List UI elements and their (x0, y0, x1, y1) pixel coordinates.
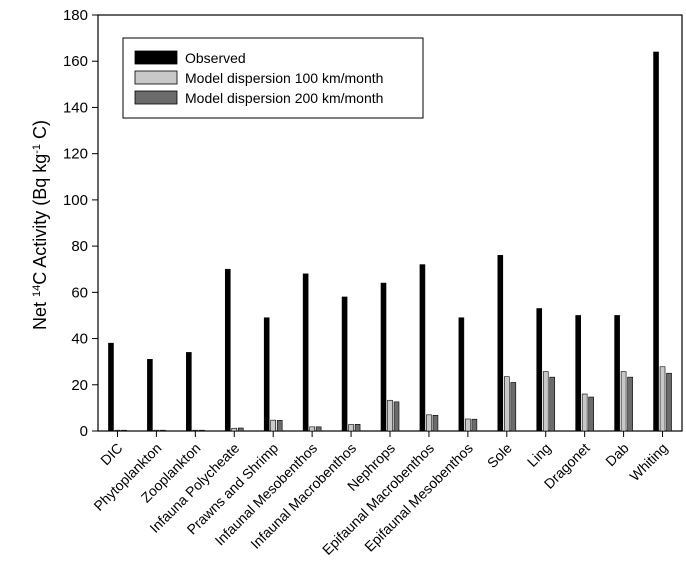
bar-model-200 (588, 396, 594, 432)
bar-model-100 (465, 418, 471, 432)
bar-observed (536, 308, 543, 432)
x-tick-label: Sole (484, 440, 515, 471)
ylabel-sup2: -1 (31, 144, 43, 154)
bar-model-200 (276, 420, 283, 432)
bars (108, 51, 672, 432)
y-axis: 0 20 40 60 80 100 120 140 160 180 (63, 7, 98, 440)
bar-model-200 (471, 418, 478, 432)
y-axis-label: Net 14C Activity (Bq kg-1 C) (30, 120, 50, 330)
bar-model-100 (231, 427, 238, 432)
bar-observed (575, 315, 581, 432)
bar-model-200 (549, 376, 556, 432)
y-tick-label: 160 (63, 53, 88, 70)
ylabel-prefix: Net (30, 297, 50, 330)
bar-model-100 (620, 371, 627, 432)
ylabel-suffix: C) (30, 120, 50, 144)
bar-observed (263, 317, 270, 432)
bar-model-100 (659, 366, 666, 432)
y-tick-label: 60 (71, 284, 88, 301)
x-tick-label: DIC (97, 440, 125, 468)
x-tick-label: Phytoplankton (90, 440, 164, 514)
legend-label: Model dispersion 200 km/month (185, 90, 383, 106)
bar-model-100 (387, 399, 393, 432)
bar-model-100 (503, 376, 510, 432)
y-tick-label: 180 (63, 7, 88, 24)
bar-observed (458, 317, 465, 432)
legend-swatch (134, 50, 178, 65)
bar-observed (419, 264, 426, 432)
legend-label: Model dispersion 100 km/month (185, 70, 383, 86)
bar-observed (653, 51, 659, 432)
bar-model-200 (510, 382, 517, 432)
bar-observed (380, 282, 387, 432)
y-tick-label: 40 (71, 331, 88, 348)
bar-model-100 (270, 419, 277, 432)
x-tick-label: Whiting (626, 440, 670, 484)
y-tick-label: 20 (71, 377, 88, 394)
bar-model-200 (393, 401, 400, 432)
x-tick-label: Ling (524, 440, 554, 470)
bar-model-100 (114, 429, 121, 432)
bar-observed (108, 342, 114, 432)
bar-model-200 (199, 429, 205, 432)
y-tick-label: 140 (63, 99, 88, 116)
bar-observed (147, 359, 153, 432)
bar-model-200 (315, 426, 322, 432)
bar-observed (614, 315, 620, 432)
legend: Observed Model dispersion 100 km/month Mod… (122, 37, 424, 119)
bar-observed (224, 268, 231, 432)
bar-model-100 (309, 426, 315, 432)
legend-swatch (134, 70, 178, 85)
legend-label: Observed (185, 50, 246, 66)
ylabel-sup1: 14 (31, 285, 43, 297)
bar-model-200 (666, 372, 672, 432)
y-tick-label: 0 (80, 423, 88, 440)
bar-model-100 (348, 424, 354, 432)
bar-model-200 (121, 429, 127, 432)
bar-model-200 (237, 427, 244, 432)
bar-observed (302, 273, 309, 432)
bar-model-100 (542, 371, 549, 432)
bar-observed (497, 255, 504, 432)
bar-model-100 (153, 429, 160, 432)
bar-model-200 (627, 376, 633, 432)
bar-model-100 (581, 393, 588, 432)
bar-observed (341, 296, 348, 432)
ylabel-middle: C Activity (Bq kg (30, 154, 50, 285)
x-tick-label: Dab (602, 440, 632, 470)
bar-model-200 (354, 423, 361, 432)
bar-model-200 (160, 429, 166, 432)
bar-model-100 (192, 429, 199, 432)
bar-model-100 (426, 414, 432, 432)
bar-model-200 (432, 414, 439, 432)
legend-swatch (134, 90, 178, 105)
y-tick-label: 80 (71, 238, 88, 255)
bar-observed (186, 352, 192, 432)
y-tick-label: 100 (63, 192, 88, 209)
y-tick-label: 120 (63, 146, 88, 163)
